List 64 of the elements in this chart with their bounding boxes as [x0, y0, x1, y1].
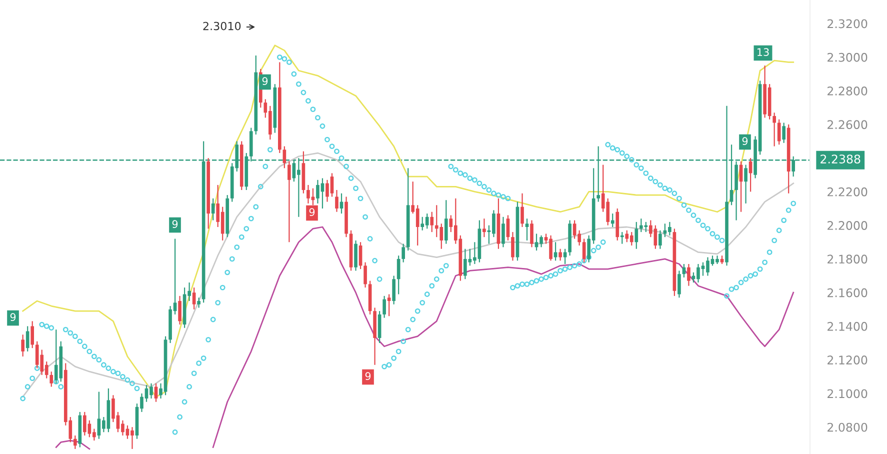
y-tick-label: 2.1800 [828, 254, 868, 264]
candlestick [563, 248, 567, 265]
annotation: 9 [172, 220, 178, 228]
y-tick-label: 2.3000 [828, 52, 868, 62]
candlestick [520, 192, 524, 228]
line-series [22, 152, 794, 398]
candlestick [554, 242, 558, 262]
candlestick [288, 160, 291, 243]
candlestick [178, 295, 182, 326]
candlestick [211, 198, 215, 221]
candlestick [335, 189, 338, 212]
candlestick [354, 240, 358, 272]
candlestick [378, 310, 382, 344]
candlestick [26, 326, 30, 352]
candlestick [678, 270, 681, 298]
candlestick [511, 231, 514, 262]
y-tick-label: 2.2000 [828, 221, 868, 230]
candlestick [782, 122, 786, 144]
candlestick [610, 212, 614, 228]
candlestick [402, 243, 405, 263]
candlestick [558, 248, 562, 262]
y-tick-label: 2.1200 [828, 356, 868, 364]
candlestick [192, 286, 196, 310]
y-tick-label: 2.0800 [828, 422, 868, 432]
y-tick-label: 2.1400 [828, 322, 868, 331]
candlestick [687, 263, 690, 286]
candlestick [387, 294, 391, 317]
y-tick-label: 2.2600 [828, 120, 868, 130]
candlestick [282, 146, 286, 169]
candlestick [506, 214, 510, 242]
candlestick [364, 262, 367, 288]
annotation: 9 [262, 77, 268, 86]
candlestick [634, 221, 638, 250]
candlestick [430, 211, 434, 233]
annotation: 9 [365, 372, 371, 380]
candlestick [777, 118, 781, 146]
annotation: 2.3010 [203, 22, 241, 30]
candlestick [772, 112, 776, 147]
candlestick [154, 382, 158, 402]
y-tick-label: 2.1000 [828, 389, 868, 398]
candlestick [21, 334, 24, 358]
candlestick [620, 231, 624, 244]
candlestick [502, 216, 505, 248]
y-tick-label: 2.1600 [828, 288, 868, 298]
annotation: 9 [309, 208, 315, 216]
candlestick [197, 297, 200, 308]
candlestick [382, 295, 386, 318]
annotation: 13 [758, 48, 769, 56]
candlestick [50, 371, 54, 388]
candlestick [73, 434, 77, 450]
candlestick [658, 230, 662, 250]
y-tick-label: 2.2200 [828, 187, 868, 196]
y-tick-label: 2.2800 [828, 86, 868, 96]
candlestick [482, 218, 486, 238]
candlestick [530, 220, 534, 248]
candlestick [444, 200, 448, 244]
candlestick [525, 218, 529, 242]
text: 9 [10, 313, 16, 322]
annotation: 9 [742, 137, 748, 146]
candlestick [744, 164, 748, 204]
candlestick [392, 275, 396, 305]
candlestick [30, 320, 34, 349]
ref-line-label: 2.2388 [820, 154, 860, 164]
y-tick-label: 2.3200 [828, 19, 868, 28]
